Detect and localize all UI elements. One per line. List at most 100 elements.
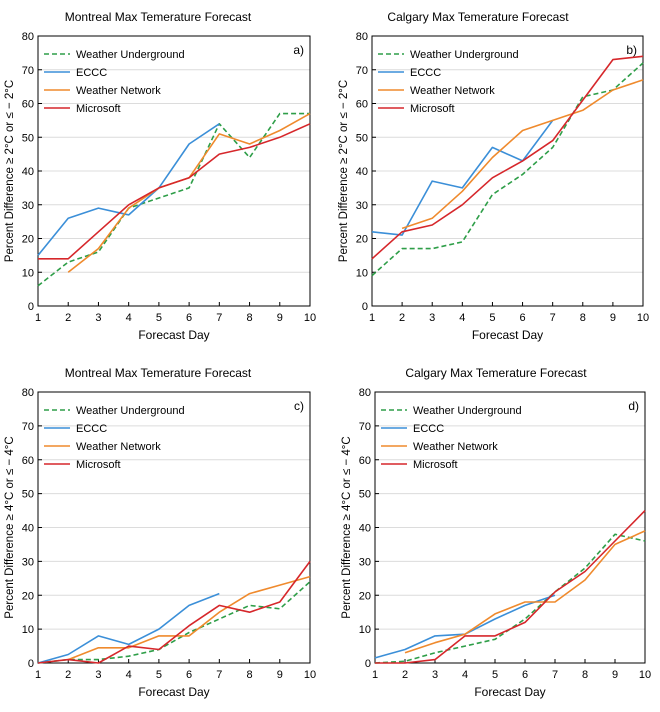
- y-tick-label: 30: [22, 200, 34, 212]
- legend: Weather Underground ECCC Weather Network Mi…: [44, 405, 185, 471]
- x-tick-label: 9: [610, 312, 616, 324]
- x-tick-label: 7: [216, 312, 222, 324]
- y-tick-label: 60: [22, 99, 34, 111]
- x-tick-label: 5: [492, 669, 498, 681]
- x-tick-label: 6: [186, 312, 192, 324]
- y-tick-label: 40: [22, 523, 34, 535]
- legend: Weather Underground ECCC Weather Network Mi…: [378, 49, 519, 115]
- x-tick-label: 10: [304, 312, 316, 324]
- y-tick-label: 80: [22, 31, 34, 43]
- series-line-weather-network: [404, 530, 646, 654]
- legend-label: Weather Underground: [413, 405, 522, 417]
- panel-label: d): [628, 399, 639, 413]
- legend-label: Weather Network: [76, 85, 161, 97]
- legend-label: Weather Network: [413, 441, 498, 453]
- legend-label: ECCC: [76, 423, 107, 435]
- y-tick-label: 20: [22, 590, 34, 602]
- y-tick-label: 60: [356, 99, 368, 111]
- x-tick-label: 9: [277, 669, 283, 681]
- y-tick-label: 70: [359, 421, 371, 433]
- x-tick-label: 7: [552, 669, 558, 681]
- x-tick-label: 1: [35, 312, 41, 324]
- x-tick-label: 2: [65, 669, 71, 681]
- x-tick-label: 8: [580, 312, 586, 324]
- y-axis-label: Percent Difference ≥ 2°C or ≤ − 2°C: [4, 80, 16, 262]
- legend: Weather Underground ECCC Weather Network Mi…: [381, 405, 522, 471]
- y-tick-label: 60: [359, 455, 371, 467]
- x-tick-label: 8: [246, 669, 252, 681]
- legend-label: Weather Network: [410, 85, 495, 97]
- x-tick-label: 10: [304, 669, 316, 681]
- x-tick-label: 2: [399, 312, 405, 324]
- chart-panel-3: 0 10 20 30 40 50 60 70 80 1 2 3 4 5 6 7 8 9 10 Montreal Max…: [4, 366, 316, 699]
- x-tick-label: 9: [612, 669, 618, 681]
- y-tick-label: 40: [356, 166, 368, 178]
- y-tick-label: 20: [359, 590, 371, 602]
- y-axis-label: Percent Difference ≥ 2°C or ≤ − 2°C: [338, 80, 350, 262]
- x-tick-label: 10: [639, 669, 651, 681]
- y-tick-label: 10: [359, 624, 371, 636]
- y-tick-label: 80: [359, 387, 371, 399]
- x-tick-label: 7: [550, 312, 556, 324]
- legend-label: Microsoft: [76, 103, 121, 115]
- legend-label: ECCC: [413, 423, 444, 435]
- legend-label: ECCC: [410, 67, 441, 79]
- x-axis-label: Forecast Day: [474, 685, 545, 699]
- x-tick-label: 10: [637, 312, 649, 324]
- y-tick-label: 50: [22, 489, 34, 501]
- panel-label: c): [294, 399, 304, 413]
- y-tick-label: 70: [356, 65, 368, 77]
- chart-title: Calgary Max Temerature Forecast: [405, 366, 587, 380]
- legend-label: Microsoft: [410, 103, 455, 115]
- x-tick-label: 3: [429, 312, 435, 324]
- y-tick-label: 40: [22, 166, 34, 178]
- y-axis-label: Percent Difference ≥ 4°C or ≤ − 4°C: [4, 436, 16, 618]
- panel-label: a): [293, 43, 304, 57]
- y-tick-label: 10: [22, 267, 34, 279]
- x-tick-label: 9: [277, 312, 283, 324]
- legend-label: Weather Underground: [410, 49, 519, 61]
- series-line-eccc: [37, 123, 220, 256]
- y-tick-label: 60: [22, 455, 34, 467]
- y-axis-label: Percent Difference ≥ 4°C or ≤ − 4°C: [341, 436, 353, 618]
- x-tick-label: 3: [95, 312, 101, 324]
- y-tick-label: 50: [356, 132, 368, 144]
- y-tick-label: 30: [356, 200, 368, 212]
- series-line-microsoft: [371, 55, 644, 260]
- x-tick-label: 2: [402, 669, 408, 681]
- y-tick-label: 0: [362, 301, 368, 313]
- x-tick-label: 7: [216, 669, 222, 681]
- legend-label: Weather Network: [76, 441, 161, 453]
- series-line-eccc: [37, 592, 220, 664]
- chart-panel-2: 0 10 20 30 40 50 60 70 80 1 2 3 4 5 6 7 8 9 10 Calgary Max …: [338, 10, 649, 342]
- x-tick-label: 5: [156, 312, 162, 324]
- x-tick-label: 4: [126, 669, 132, 681]
- legend-label: ECCC: [76, 67, 107, 79]
- y-tick-label: 0: [365, 658, 371, 670]
- series-line-microsoft: [38, 123, 311, 260]
- y-tick-label: 20: [22, 234, 34, 246]
- x-tick-label: 1: [372, 669, 378, 681]
- chart-title: Montreal Max Temerature Forecast: [65, 366, 252, 380]
- x-tick-label: 4: [462, 669, 468, 681]
- y-tick-label: 80: [22, 387, 34, 399]
- series-line-microsoft: [375, 510, 646, 664]
- series-line-microsoft: [37, 560, 311, 664]
- chart-title: Calgary Max Temerature Forecast: [387, 10, 569, 24]
- series-line-weather-network: [401, 79, 644, 230]
- series-line-eccc: [374, 594, 556, 659]
- series-line-weather-underground: [374, 533, 646, 664]
- y-tick-label: 50: [22, 132, 34, 144]
- x-tick-label: 2: [65, 312, 71, 324]
- legend-label: Weather Underground: [76, 405, 185, 417]
- series-line-weather-underground: [37, 112, 310, 287]
- y-tick-label: 0: [28, 658, 34, 670]
- x-tick-label: 8: [246, 312, 252, 324]
- panel-label: b): [626, 43, 637, 57]
- chart-title: Montreal Max Temerature Forecast: [65, 10, 252, 24]
- y-tick-label: 30: [22, 556, 34, 568]
- x-tick-label: 3: [432, 669, 438, 681]
- chart-panel-4: 0 10 20 30 40 50 60 70 80 1 2 3 4 5 6 7 8 9 10 Calgary Max …: [341, 366, 651, 699]
- x-tick-label: 1: [35, 669, 41, 681]
- x-tick-label: 5: [156, 669, 162, 681]
